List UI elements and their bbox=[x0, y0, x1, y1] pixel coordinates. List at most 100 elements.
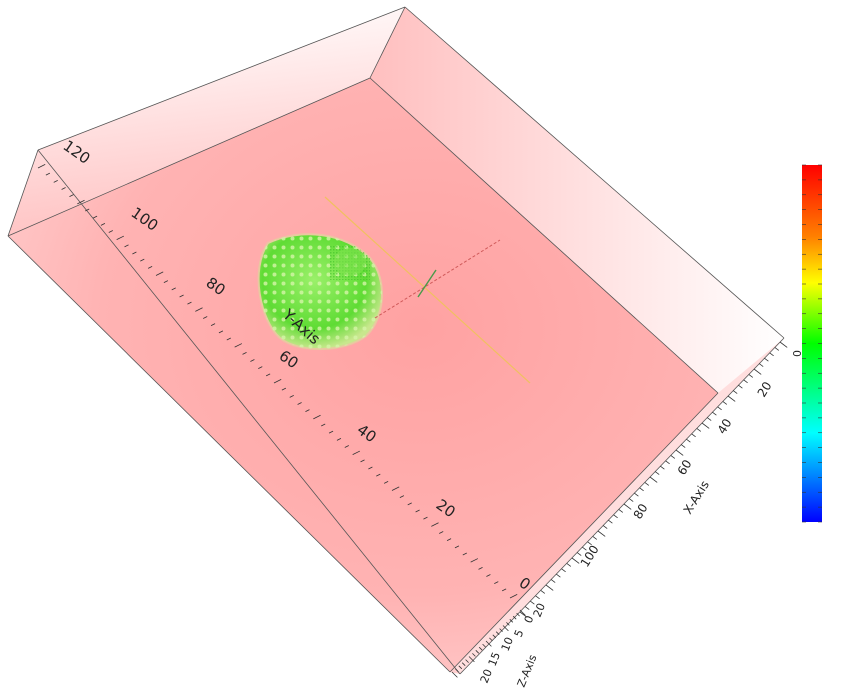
tick-mark bbox=[336, 437, 342, 441]
tick-mark bbox=[147, 265, 153, 269]
tick-mark bbox=[108, 230, 113, 233]
tick-mark bbox=[273, 379, 282, 384]
tick-mark bbox=[524, 606, 530, 610]
tick-mark bbox=[654, 471, 660, 475]
tick-mark bbox=[774, 347, 780, 351]
tick-mark bbox=[545, 584, 554, 591]
tick-mark bbox=[758, 363, 764, 367]
tick-mark bbox=[391, 486, 400, 491]
x-tick-label: 80 bbox=[631, 501, 651, 521]
tick-mark bbox=[407, 502, 412, 506]
colorbar-label: 0 bbox=[790, 350, 803, 357]
colorbar bbox=[802, 165, 822, 522]
tick-mark bbox=[100, 222, 106, 226]
tick-mark bbox=[475, 650, 480, 654]
z-axis-ticks bbox=[451, 609, 526, 678]
tick-mark bbox=[250, 359, 255, 362]
segmented-object[interactable] bbox=[250, 225, 395, 360]
tick-mark bbox=[665, 460, 670, 465]
tick-mark bbox=[485, 640, 492, 647]
tick-mark bbox=[516, 612, 520, 617]
tick-mark bbox=[265, 373, 271, 377]
z-axis-title: Z-Axis bbox=[515, 653, 540, 690]
tick-mark bbox=[472, 653, 476, 657]
tick-mark bbox=[92, 215, 98, 219]
tick-mark bbox=[77, 199, 85, 205]
tick-mark bbox=[592, 536, 598, 540]
tick-mark bbox=[482, 643, 486, 648]
tick-mark bbox=[218, 330, 224, 334]
x-tick-label: 20 bbox=[755, 379, 775, 399]
tick-mark bbox=[124, 244, 129, 248]
tick-mark bbox=[451, 671, 458, 678]
tick-mark bbox=[639, 487, 644, 492]
tick-mark bbox=[519, 611, 528, 618]
tick-mark bbox=[360, 459, 365, 463]
tick-mark bbox=[748, 374, 754, 378]
z-tick-label: 0 bbox=[522, 614, 537, 625]
tick-mark bbox=[489, 637, 493, 642]
tick-mark bbox=[722, 401, 728, 405]
tick-mark bbox=[478, 566, 483, 570]
tick-mark bbox=[439, 531, 444, 534]
tick-mark bbox=[499, 628, 503, 632]
tick-mark bbox=[155, 271, 164, 276]
tick-mark bbox=[203, 316, 208, 319]
tick-mark bbox=[383, 480, 389, 484]
tick-mark bbox=[187, 301, 192, 305]
tick-mark bbox=[732, 390, 738, 394]
tick-mark bbox=[628, 498, 634, 502]
tick-mark bbox=[566, 563, 572, 567]
tick-mark bbox=[769, 352, 774, 357]
tick-mark bbox=[618, 509, 624, 513]
tick-mark bbox=[281, 387, 287, 391]
tick-mark bbox=[706, 417, 712, 421]
tick-mark bbox=[597, 530, 606, 537]
tick-mark bbox=[634, 492, 639, 497]
color-legend: 0 bbox=[790, 164, 822, 523]
tick-mark bbox=[753, 368, 762, 375]
crosshair bbox=[324, 196, 531, 384]
tick-mark bbox=[53, 179, 58, 183]
tick-mark bbox=[571, 557, 580, 564]
tick-mark bbox=[132, 251, 137, 255]
z-tick-label: 5 bbox=[512, 628, 527, 639]
tick-mark bbox=[478, 646, 483, 651]
tick-mark bbox=[226, 337, 231, 341]
tick-mark bbox=[352, 450, 361, 456]
tick-mark bbox=[691, 433, 696, 438]
tick-mark bbox=[85, 208, 90, 212]
z-tick-label: 10 bbox=[499, 635, 516, 653]
tick-mark bbox=[644, 482, 650, 486]
tick-mark bbox=[297, 402, 302, 405]
tick-mark bbox=[321, 423, 326, 427]
tick-mark bbox=[495, 631, 500, 635]
tick-mark bbox=[455, 668, 459, 673]
tick-mark bbox=[530, 600, 535, 605]
tick-mark bbox=[743, 379, 748, 384]
tick-mark bbox=[486, 574, 491, 577]
right-wall bbox=[370, 7, 784, 393]
tick-mark bbox=[313, 414, 321, 420]
tick-mark bbox=[649, 476, 658, 483]
tick-mark bbox=[171, 287, 176, 291]
tick-mark bbox=[717, 406, 722, 411]
tick-mark bbox=[712, 411, 717, 416]
tick-mark bbox=[686, 438, 691, 443]
tick-mark bbox=[509, 594, 518, 599]
tick-mark bbox=[258, 366, 263, 370]
tick-mark bbox=[696, 428, 702, 432]
tick-mark bbox=[328, 430, 334, 434]
tick-mark bbox=[242, 351, 247, 355]
x-tick-label: 40 bbox=[715, 416, 735, 436]
tick-mark bbox=[368, 466, 373, 470]
tick-mark bbox=[587, 541, 592, 546]
tick-mark bbox=[509, 619, 514, 623]
tick-mark bbox=[423, 516, 428, 520]
z-tick-label: 15 bbox=[486, 650, 503, 668]
tick-mark bbox=[576, 552, 582, 556]
tick-mark bbox=[458, 665, 463, 670]
top-wall bbox=[8, 7, 405, 236]
tick-mark bbox=[462, 552, 467, 556]
